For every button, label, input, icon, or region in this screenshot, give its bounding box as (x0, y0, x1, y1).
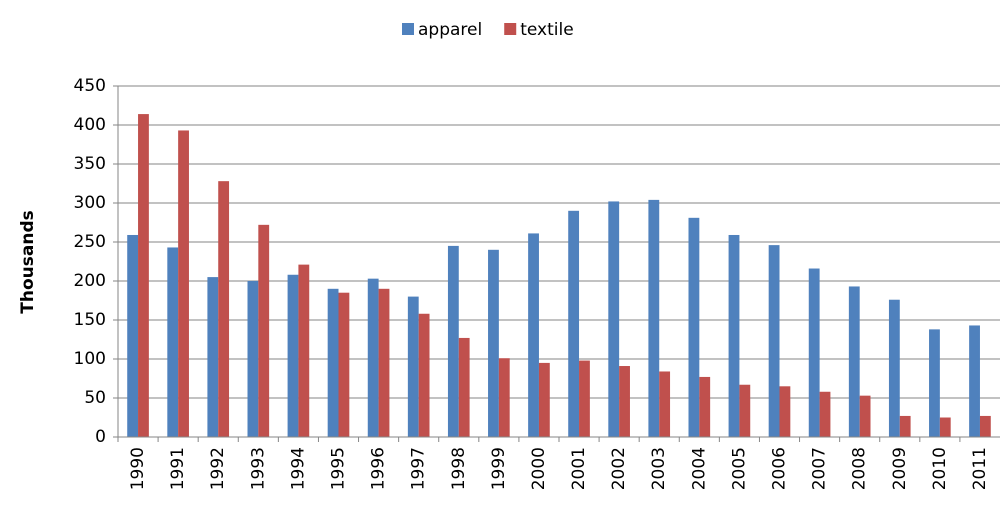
y-tick-label: 250 (74, 232, 106, 252)
x-tick-label: 1997 (409, 447, 429, 490)
bar (739, 384, 751, 437)
bar (688, 217, 700, 437)
bar (538, 362, 550, 437)
bar (458, 337, 470, 437)
x-tick-label: 2011 (970, 447, 990, 490)
y-tick-label: 450 (74, 76, 106, 96)
x-tick-label: 2002 (609, 447, 629, 490)
bar (929, 329, 940, 437)
y-tick-label: 100 (74, 349, 106, 369)
x-tick-label: 1990 (128, 447, 148, 490)
x-tick-label: 2004 (689, 447, 709, 490)
y-tick-label: 300 (74, 193, 106, 213)
bar (779, 386, 791, 437)
bar (367, 278, 379, 437)
legend-swatch (504, 23, 517, 35)
bar (167, 247, 179, 437)
y-tick-label: 150 (74, 310, 106, 330)
bar (127, 234, 139, 437)
bar (819, 391, 831, 437)
bar (298, 264, 310, 437)
bar (327, 288, 339, 437)
bar (338, 292, 350, 437)
bar (619, 366, 630, 437)
bar (378, 288, 390, 437)
legend-swatch (402, 23, 414, 35)
y-tick-label: 400 (74, 115, 106, 135)
x-tick-label: 2010 (930, 447, 950, 490)
x-tick-label: 2003 (649, 447, 669, 490)
x-tick-label: 1994 (288, 447, 308, 490)
bar (258, 224, 270, 437)
bar (969, 325, 980, 437)
bar (287, 274, 299, 437)
x-tick-label: 2007 (810, 447, 830, 490)
bar (247, 281, 259, 437)
x-tick-label: 2009 (890, 447, 910, 490)
x-tick-label: 2008 (850, 447, 870, 490)
bar (568, 210, 580, 437)
x-tick-label: 2000 (529, 447, 549, 490)
bar (979, 415, 991, 437)
y-tick-label: 200 (74, 271, 106, 291)
x-tick-label: 1995 (329, 447, 349, 490)
bar (407, 296, 419, 437)
bar (859, 395, 871, 437)
bar (447, 245, 459, 437)
bar (699, 376, 711, 437)
bar (808, 268, 820, 437)
x-tick-label: 1999 (489, 447, 509, 490)
x-tick-label: 1993 (248, 447, 268, 490)
x-tick-label: 1996 (369, 447, 389, 490)
bar (648, 199, 660, 437)
bar (498, 358, 510, 437)
legend-label: textile (520, 20, 573, 40)
y-tick-label: 350 (74, 154, 106, 174)
bar (899, 415, 911, 437)
x-tick-label: 2006 (770, 447, 790, 490)
x-tick-label: 1998 (449, 447, 469, 490)
bar (768, 245, 780, 437)
x-tick-label: 1991 (168, 447, 188, 490)
bar (659, 371, 671, 437)
bar (528, 233, 539, 437)
bar (418, 313, 430, 437)
bar (218, 181, 230, 437)
bar (579, 360, 590, 437)
bar (939, 417, 951, 437)
bar (848, 286, 860, 437)
legend-label: apparel (418, 20, 482, 40)
y-axis-label: Thousands (18, 210, 38, 313)
y-tick-label: 0 (95, 427, 106, 447)
bar (138, 114, 149, 437)
bar (888, 299, 900, 437)
x-tick-label: 2001 (569, 447, 589, 490)
x-tick-label: 2005 (729, 447, 749, 490)
x-tick-label: 1992 (208, 447, 228, 490)
bar (728, 234, 740, 437)
y-tick-label: 50 (84, 388, 106, 408)
bar (608, 201, 620, 437)
bar (488, 249, 499, 437)
bar (178, 130, 189, 437)
bar (207, 277, 219, 437)
